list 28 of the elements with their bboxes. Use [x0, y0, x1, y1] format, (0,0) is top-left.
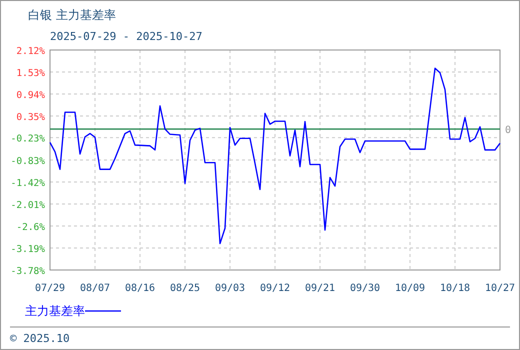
y-tick-label: -2.01% [10, 200, 46, 211]
x-tick-label: 10/09 [394, 283, 426, 294]
x-tick-label: 08/16 [124, 283, 156, 294]
x-tick-label: 09/03 [214, 283, 246, 294]
y-tick-label: 0.35% [16, 112, 46, 123]
y-tick-label: 1.53% [16, 68, 46, 79]
line-series [49, 68, 501, 244]
y-tick-label: 2.12% [16, 46, 46, 57]
x-tick-label: 10/18 [440, 283, 470, 294]
chart-title: 白银 主力基差率 [28, 8, 116, 22]
ref-line-label: 0 [504, 125, 512, 136]
x-tick-label: 09/12 [260, 283, 290, 294]
y-tick-label: -1.42% [10, 178, 46, 189]
y-tick-label: -0.23% [10, 134, 46, 145]
y-tick-label: -2.6% [16, 222, 46, 233]
x-tick-label: 08/25 [170, 283, 200, 294]
x-tick-label: 07/29 [34, 283, 66, 294]
legend-label: 主力基差率 [25, 304, 85, 318]
y-tick-label: -3.78% [10, 266, 46, 277]
y-tick-label: -0.83% [10, 156, 46, 167]
y-tick-label: 0.94% [16, 90, 46, 101]
x-tick-label: 08/07 [80, 283, 110, 294]
chart-subtitle: 2025-07-29 - 2025-10-27 [50, 30, 202, 43]
x-tick-label: 09/21 [304, 283, 336, 294]
text: © 2025.10 [10, 332, 70, 345]
x-tick-label: 09/30 [350, 283, 380, 294]
x-tick-label: 10/27 [484, 283, 516, 294]
y-tick-label: -3.19% [10, 244, 46, 255]
